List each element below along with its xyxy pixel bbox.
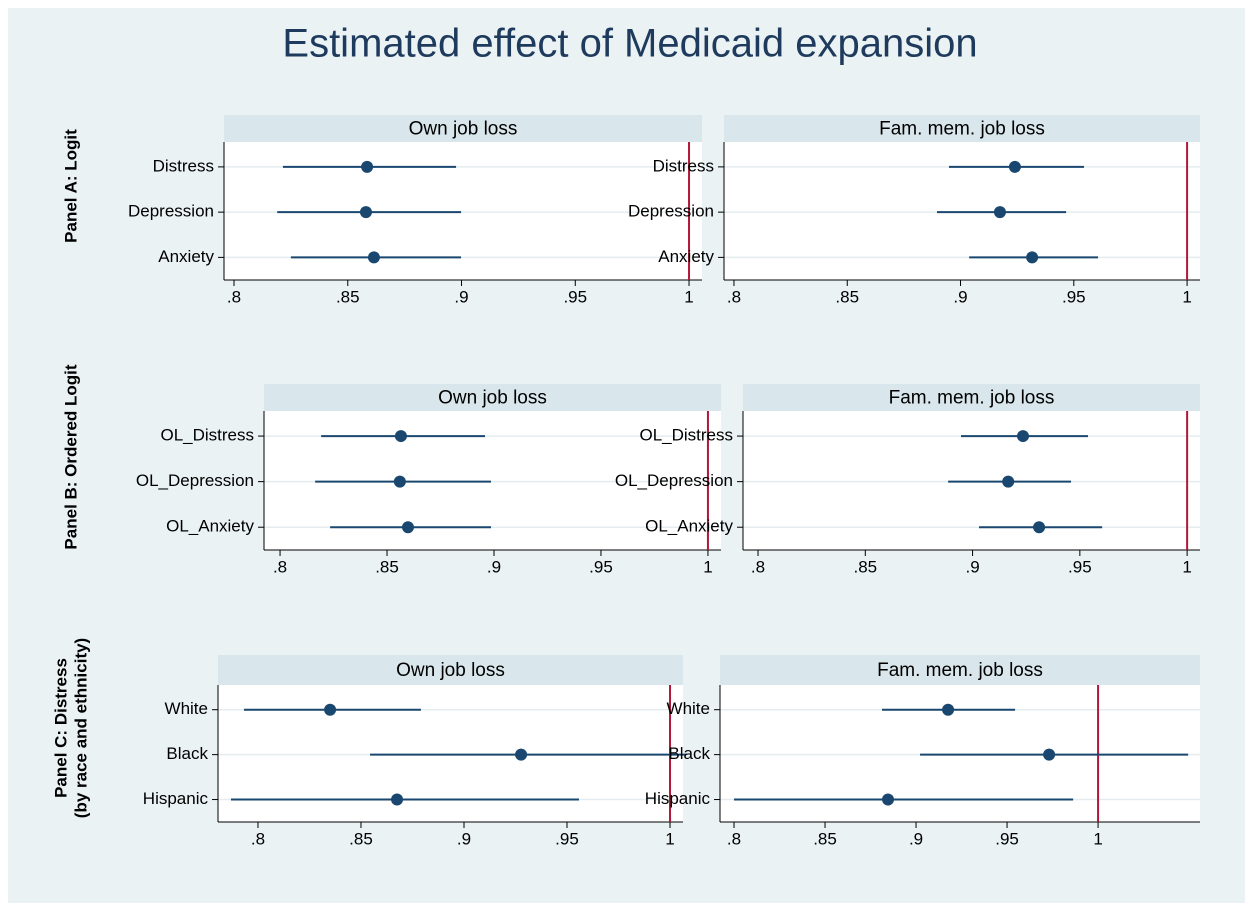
- point: [515, 748, 528, 761]
- plot-area: [218, 685, 683, 822]
- panel-title: Own job loss: [396, 660, 505, 681]
- point: [391, 793, 404, 806]
- x-tick-label: .8: [727, 287, 741, 306]
- y-tick-label: Anxiety: [158, 247, 214, 266]
- y-tick-label: Distress: [153, 156, 214, 175]
- x-tick-label: .8: [273, 557, 287, 576]
- x-tick-label: .95: [563, 287, 587, 306]
- point: [1026, 251, 1039, 264]
- x-tick-label: .95: [995, 829, 1019, 848]
- x-tick-label: .9: [487, 557, 501, 576]
- x-tick-label: .9: [454, 287, 468, 306]
- y-tick-label: OL_Depression: [615, 471, 733, 490]
- point: [324, 703, 337, 716]
- panel-title: Own job loss: [438, 388, 547, 409]
- y-tick-label: White: [165, 699, 208, 718]
- row-label: (by race and ethnicity): [71, 638, 90, 818]
- point: [882, 793, 895, 806]
- point: [1008, 160, 1021, 173]
- x-tick-label: .9: [965, 557, 979, 576]
- point: [359, 206, 372, 219]
- point: [361, 160, 374, 173]
- point: [394, 430, 407, 443]
- strip: [720, 655, 1200, 685]
- x-tick-label: 1: [1182, 557, 1191, 576]
- point: [393, 475, 406, 488]
- point: [401, 521, 414, 534]
- y-tick-label: Hispanic: [143, 789, 209, 808]
- x-tick-label: .85: [835, 287, 859, 306]
- x-tick-label: .9: [953, 287, 967, 306]
- y-tick-label: OL_Anxiety: [645, 517, 733, 536]
- strip: [218, 655, 683, 685]
- strip: [264, 384, 721, 411]
- point: [993, 206, 1006, 219]
- panel-title: Fam. mem. job loss: [889, 388, 1055, 409]
- x-tick-label: .85: [375, 557, 399, 576]
- y-tick-label: OL_Distress: [160, 426, 254, 445]
- plot-area: [720, 685, 1200, 822]
- x-tick-label: .95: [1062, 287, 1086, 306]
- y-tick-label: Anxiety: [658, 247, 714, 266]
- x-tick-label: .95: [1068, 557, 1092, 576]
- y-tick-label: Black: [166, 744, 208, 763]
- x-tick-label: .85: [336, 287, 360, 306]
- y-tick-label: Depression: [628, 202, 714, 221]
- x-tick-label: .8: [227, 287, 241, 306]
- y-tick-label: OL_Depression: [136, 471, 254, 490]
- y-tick-label: OL_Anxiety: [166, 517, 254, 536]
- y-tick-label: OL_Distress: [639, 426, 733, 445]
- plot-area: [743, 411, 1200, 550]
- panel-title: Fam. mem. job loss: [879, 119, 1045, 140]
- y-tick-label: Hispanic: [645, 789, 711, 808]
- point: [1002, 475, 1015, 488]
- y-tick-label: Distress: [653, 156, 714, 175]
- x-tick-label: .9: [909, 829, 923, 848]
- y-tick-label: Depression: [128, 202, 214, 221]
- panel-title: Fam. mem. job loss: [877, 660, 1043, 681]
- x-tick-label: 1: [703, 557, 712, 576]
- x-tick-label: .9: [457, 829, 471, 848]
- row-label: Panel C: Distress: [51, 658, 70, 798]
- point: [942, 703, 955, 716]
- x-tick-label: .85: [349, 829, 373, 848]
- row-label: Panel A: Logit: [61, 129, 80, 243]
- x-tick-label: 1: [665, 829, 674, 848]
- x-tick-label: 1: [1093, 829, 1102, 848]
- plot-area: [724, 142, 1200, 280]
- x-tick-label: .8: [751, 557, 765, 576]
- y-tick-label: Black: [668, 744, 710, 763]
- x-tick-label: .8: [251, 829, 265, 848]
- x-tick-label: .95: [589, 557, 613, 576]
- point: [1033, 521, 1046, 534]
- point: [367, 251, 380, 264]
- panel-title: Own job loss: [409, 119, 518, 140]
- row-label: Panel B: Ordered Logit: [61, 364, 80, 549]
- strip: [724, 115, 1200, 142]
- x-tick-label: 1: [684, 287, 693, 306]
- x-tick-label: .85: [813, 829, 837, 848]
- strip: [224, 115, 702, 142]
- point: [1016, 430, 1029, 443]
- y-tick-label: White: [667, 699, 710, 718]
- point: [1043, 748, 1056, 761]
- x-tick-label: .95: [555, 829, 579, 848]
- strip: [743, 384, 1200, 411]
- x-tick-label: .8: [727, 829, 741, 848]
- x-tick-label: 1: [1182, 287, 1191, 306]
- chart-title: Estimated effect of Medicaid expansion: [282, 22, 977, 66]
- x-tick-label: .85: [853, 557, 877, 576]
